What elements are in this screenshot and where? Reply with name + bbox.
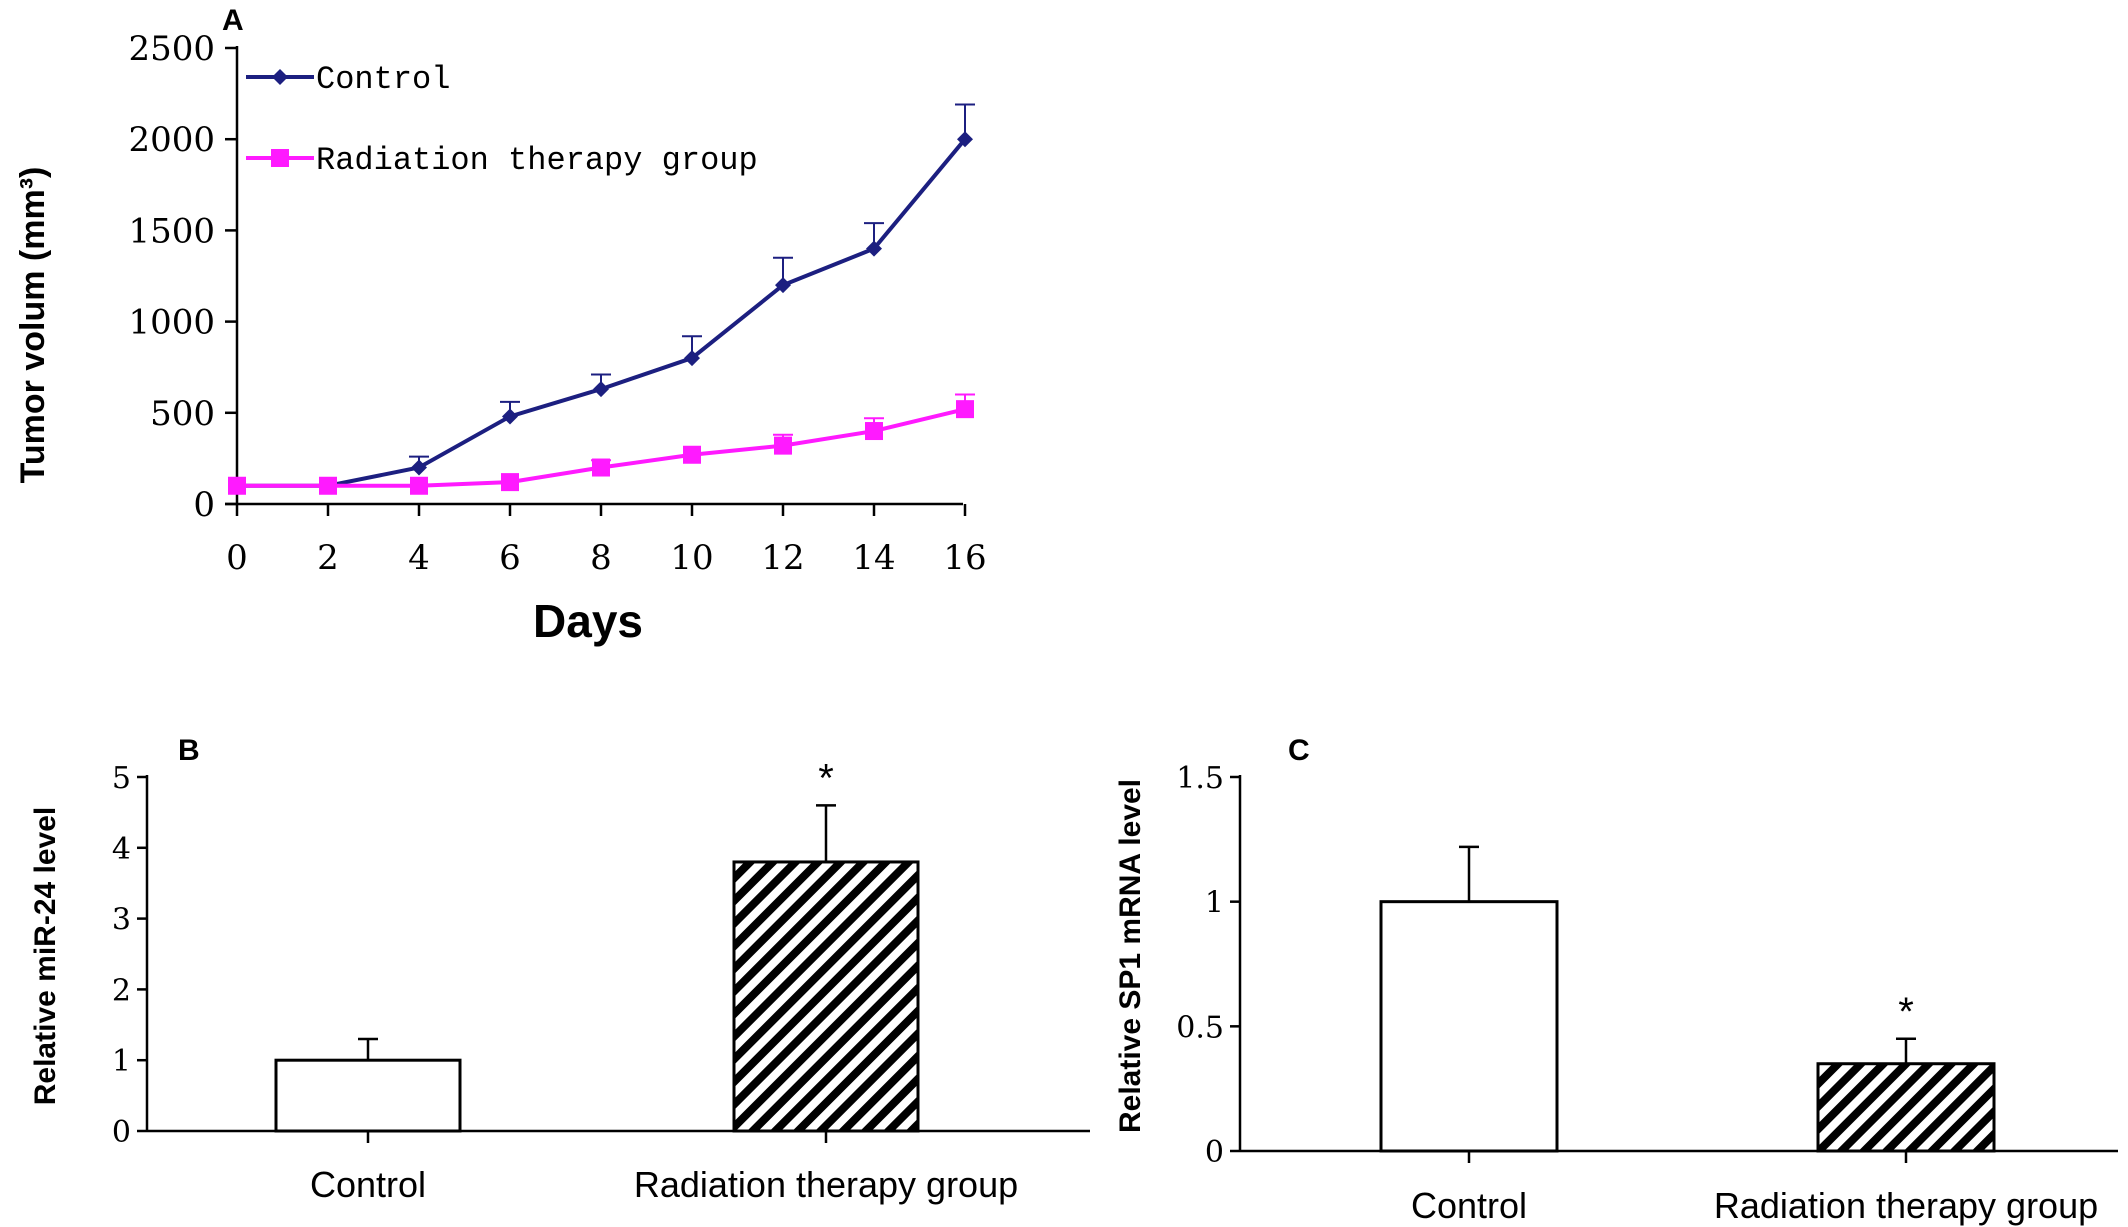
panel-a-point-radiation	[865, 422, 883, 441]
panel-c-y-tick-label: 0.5	[1176, 1010, 1224, 1045]
panel-a-x-tick-label: 2	[317, 538, 339, 578]
panel-a-line-chart: A Tumor volum (mm³) Days 050010001500200…	[14, 4, 987, 647]
panel-a-markers	[228, 131, 974, 495]
panel-b-bar-control	[274, 1058, 462, 1133]
panel-b-y-tick-label: 3	[112, 903, 131, 938]
panel-c-y-tick-label: 0	[1205, 1135, 1224, 1170]
panel-c-label: C	[1288, 734, 1310, 767]
panel-a-point-radiation	[592, 458, 610, 477]
panel-c-bar-control	[1379, 900, 1559, 1153]
panel-a-point-control	[593, 381, 609, 398]
panel-c-category-label: Control	[1411, 1185, 1527, 1226]
panel-a-y-tick-label: 500	[150, 394, 215, 434]
panel-a-point-control	[957, 131, 973, 148]
panel-a-x-tick-label: 16	[943, 538, 986, 578]
panel-a-x-tick-label: 4	[408, 538, 430, 578]
panel-c-bar-chart: C Relative SP1 mRNA level 0 0.5 1 1.5 Contr…	[1114, 734, 2118, 1226]
panel-a-y-tick-label: 1000	[128, 303, 215, 343]
panel-a-series-lines	[237, 137, 967, 488]
panel-a-y-tick-label: 1500	[128, 211, 215, 251]
panel-a-y-tick-label: 2500	[128, 29, 215, 69]
panel-a-point-radiation	[501, 473, 519, 492]
panel-b-y-tick-label: 2	[112, 973, 131, 1008]
panel-a-x-tick-label: 12	[761, 538, 804, 578]
panel-a-point-radiation	[956, 400, 974, 419]
panel-a-legend: Control Radiation therapy group	[246, 61, 758, 179]
panel-a-x-tick-label: 14	[852, 538, 895, 578]
legend-radiation-label: Radiation therapy group	[316, 142, 758, 179]
panel-b-y-axis-title: Relative miR-24 level	[29, 807, 62, 1106]
panel-a-point-radiation	[774, 436, 792, 455]
panel-a-point-control	[684, 350, 700, 367]
panel-a-y-tick-label: 0	[193, 485, 215, 525]
panel-a-point-radiation	[228, 476, 246, 495]
panel-a-point-control	[502, 408, 518, 425]
legend-control-label: Control	[316, 61, 450, 98]
panel-a-point-control	[411, 459, 427, 476]
panel-b-significance-marker: *	[818, 756, 834, 800]
panel-c-y-tick-label: 1.5	[1176, 761, 1224, 796]
panel-a-x-tick-label: 6	[499, 538, 521, 578]
panel-b-bars: Control Radiation therapy group *	[274, 756, 1018, 1205]
panel-a-x-axis-title: Days	[533, 595, 643, 647]
panel-a-point-control	[866, 240, 882, 257]
panel-b-y-tick-label: 5	[112, 761, 131, 796]
panel-a-x-tick-label: 8	[590, 538, 612, 578]
panel-a-ticks: 0 500 1000 1500 2000 2500 0 2 4 6 8 10 12 14 16	[128, 29, 986, 578]
panel-b-y-tick-label: 0	[112, 1115, 131, 1150]
panel-a-point-radiation	[410, 476, 428, 495]
panel-b-bar-radiation	[732, 860, 920, 1133]
panel-a-point-control	[775, 277, 791, 294]
panel-c-category-label: Radiation therapy group	[1714, 1185, 2098, 1226]
panel-c-bars: Control Radiation therapy group *	[1379, 845, 2098, 1226]
panel-c-bar-radiation	[1816, 1062, 1996, 1153]
panel-c-significance-marker: *	[1898, 990, 1914, 1034]
panel-a-y-axis-title: Tumor volum (mm³)	[14, 167, 52, 484]
panel-a-point-radiation	[683, 445, 701, 464]
panel-b-ticks: 0 1 2 3 4 5	[112, 761, 147, 1150]
legend-radiation-marker	[271, 149, 289, 167]
panel-b-label: B	[178, 734, 200, 767]
legend-control-marker	[272, 69, 288, 85]
panel-b-y-tick-label: 1	[112, 1044, 131, 1079]
panel-b-bar-chart: B Relative miR-24 level 0 1 2 3 4 5 Control Ra…	[29, 734, 1090, 1205]
panel-b-y-tick-label: 4	[112, 832, 131, 867]
panel-a-y-tick-label: 2000	[128, 120, 215, 160]
panel-a-x-tick-label: 10	[670, 538, 713, 578]
panel-c-ticks: 0 0.5 1 1.5	[1176, 761, 1240, 1170]
panel-a-point-radiation	[319, 476, 337, 495]
panel-a-axes	[225, 46, 963, 506]
panel-c-y-tick-label: 1	[1205, 886, 1224, 921]
panel-b-category-label: Control	[310, 1164, 426, 1205]
panel-c-y-axis-title: Relative SP1 mRNA level	[1114, 779, 1147, 1133]
panel-a-x-tick-label: 0	[226, 538, 248, 578]
panel-b-category-label: Radiation therapy group	[634, 1164, 1018, 1205]
panel-a-label: A	[222, 4, 244, 37]
